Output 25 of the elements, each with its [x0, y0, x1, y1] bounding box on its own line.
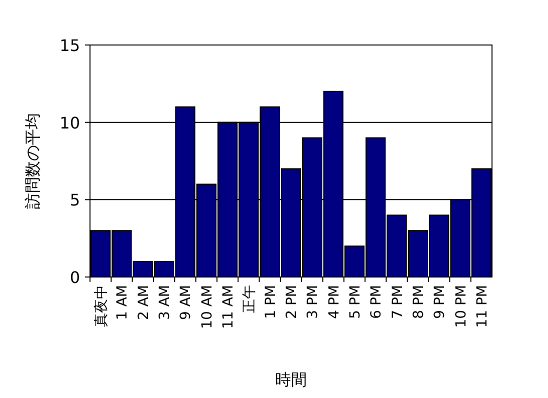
y-axis-title: 訪問数の平均	[23, 113, 42, 209]
x-tick-label: 真夜中	[94, 285, 110, 327]
x-tick-label: 7 PM	[390, 285, 406, 319]
x-tick-label: 8 PM	[410, 285, 427, 319]
x-tick-label: 9 AM	[178, 285, 194, 320]
x-tick-label: 9 PM	[432, 285, 448, 319]
x-tick-label: 1 AM	[114, 285, 131, 320]
x-axis-title: 時間	[275, 370, 307, 389]
x-tick-label: 3 AM	[157, 285, 174, 320]
x-tick-label: 5 PM	[347, 285, 364, 319]
x-tick-label: 4 PM	[326, 285, 342, 319]
y-tick-label: 0	[70, 268, 80, 287]
x-tick-label: 3 PM	[305, 285, 322, 319]
x-tick-label: 正午	[242, 285, 258, 313]
x-tick-label: 6 PM	[368, 285, 385, 319]
x-tick-label: 2 AM	[136, 285, 152, 320]
y-tick-label: 15	[60, 36, 80, 55]
y-tick-label: 5	[70, 190, 80, 210]
x-tick-label: 1 PM	[262, 285, 279, 319]
y-tick-label: 10	[60, 113, 80, 132]
x-tick-label: 11 AM	[220, 285, 237, 329]
x-tick-label: 11 PM	[474, 285, 490, 328]
x-tick-label: 2 PM	[284, 285, 300, 319]
x-tick-label: 10 PM	[453, 285, 470, 328]
x-tick-label: 10 AM	[199, 285, 216, 329]
